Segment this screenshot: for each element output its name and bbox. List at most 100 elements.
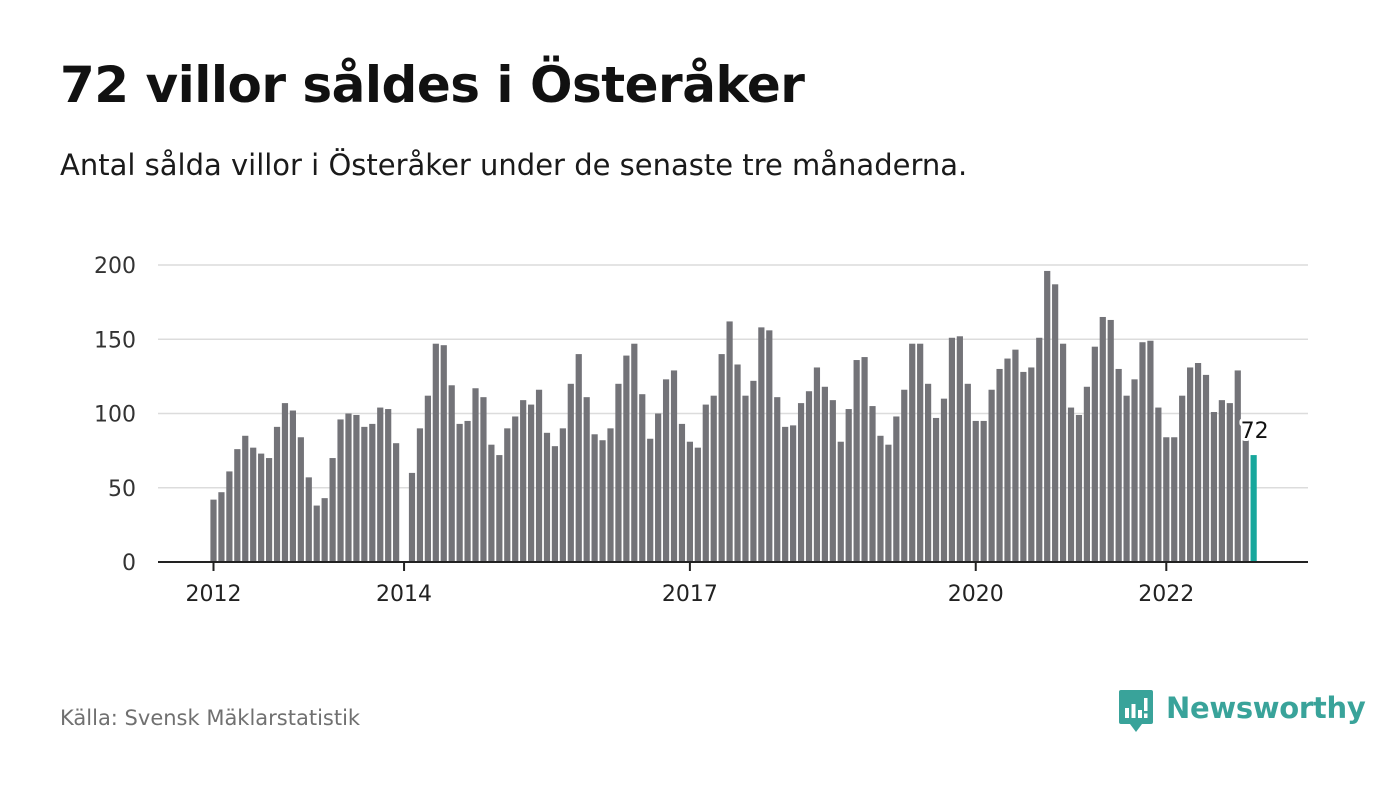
- y-tick-label: 100: [94, 403, 136, 428]
- bar: [655, 413, 662, 562]
- bar: [289, 410, 296, 562]
- bar: [472, 388, 479, 562]
- bar: [996, 368, 1003, 562]
- bar: [583, 397, 590, 562]
- bar: [647, 438, 654, 562]
- bar: [258, 453, 265, 562]
- bar: [893, 416, 900, 562]
- bar: [337, 419, 344, 562]
- bar: [369, 423, 376, 562]
- bar: [615, 383, 622, 562]
- x-tick-label: 2022: [1138, 582, 1194, 607]
- bar: [813, 367, 821, 562]
- bar: [917, 343, 924, 562]
- bar: [678, 423, 686, 562]
- bar: [1036, 337, 1043, 562]
- highlight-value-halo: 72: [1241, 419, 1269, 444]
- bar: [901, 389, 908, 562]
- bar: [710, 395, 717, 562]
- bar: [1242, 440, 1249, 562]
- bar: [782, 426, 789, 562]
- bar: [607, 428, 614, 562]
- bar: [1012, 349, 1019, 562]
- bar: [726, 321, 733, 562]
- bar: [861, 357, 868, 562]
- bar: [790, 425, 797, 562]
- bar: [750, 380, 757, 562]
- bar: [1171, 437, 1178, 562]
- bar: [512, 416, 519, 562]
- bar: [1052, 284, 1059, 562]
- bar: [321, 498, 328, 562]
- bar: [1187, 367, 1194, 562]
- bar: [440, 345, 447, 562]
- bar: [948, 337, 956, 562]
- chart-title: 72 villor såldes i Österåker: [60, 56, 805, 114]
- bar: [504, 428, 511, 562]
- bar: [972, 420, 979, 562]
- x-tick-label: 2014: [376, 582, 432, 607]
- bar: [988, 389, 995, 562]
- bar: [718, 354, 725, 562]
- bar: [932, 417, 940, 562]
- bar: [940, 398, 948, 562]
- bar: [281, 403, 289, 562]
- x-tick-label: 2017: [662, 582, 718, 607]
- bar: [218, 492, 225, 562]
- bar: [1028, 367, 1035, 562]
- bar: [1131, 379, 1138, 562]
- bar: [488, 444, 495, 562]
- bar: [1083, 386, 1090, 562]
- source-note: Källa: Svensk Mäklarstatistik: [60, 706, 361, 730]
- bar: [909, 343, 916, 562]
- bar: [345, 413, 352, 562]
- bar: [686, 441, 693, 562]
- bar: [623, 355, 630, 562]
- bar: [1210, 412, 1218, 562]
- bar: [766, 330, 773, 562]
- bar: [377, 407, 384, 562]
- newsworthy-logo-icon: [1119, 690, 1153, 732]
- bar: [1179, 395, 1186, 562]
- x-tick-label: 2020: [948, 582, 1004, 607]
- bar: [361, 426, 368, 562]
- bar: [250, 447, 257, 562]
- bar: [528, 404, 535, 562]
- bar: [670, 370, 678, 562]
- bar: [837, 441, 844, 562]
- bar: [805, 391, 813, 562]
- bar: [1226, 403, 1233, 562]
- bar: [734, 364, 741, 562]
- bar: [551, 446, 559, 562]
- bar: [829, 400, 836, 562]
- bar: [416, 428, 424, 562]
- bar: [1123, 395, 1130, 562]
- bar: [543, 432, 551, 562]
- bar: [385, 409, 392, 562]
- y-tick-label: 50: [108, 477, 136, 502]
- bar: [599, 440, 606, 562]
- bar: [393, 443, 400, 562]
- bar: [1234, 370, 1241, 562]
- bar: [1163, 437, 1170, 562]
- bar: [662, 379, 670, 562]
- bar: [591, 434, 598, 562]
- bar: [845, 409, 852, 562]
- bar: [1044, 270, 1051, 562]
- bar: [273, 426, 281, 562]
- bar: [535, 389, 543, 562]
- bar: [774, 397, 781, 562]
- y-tick-label: 200: [94, 254, 136, 279]
- bar: [1004, 358, 1011, 562]
- bar: [877, 435, 884, 562]
- bar: [1067, 407, 1075, 562]
- bar: [567, 383, 574, 562]
- bar: [639, 394, 646, 562]
- bar: [464, 420, 471, 562]
- bar: [408, 472, 416, 562]
- bar: [925, 383, 932, 562]
- bar: [305, 477, 312, 562]
- bar: [353, 414, 360, 562]
- newsworthy-brand[interactable]: Newsworthy: [1118, 688, 1366, 736]
